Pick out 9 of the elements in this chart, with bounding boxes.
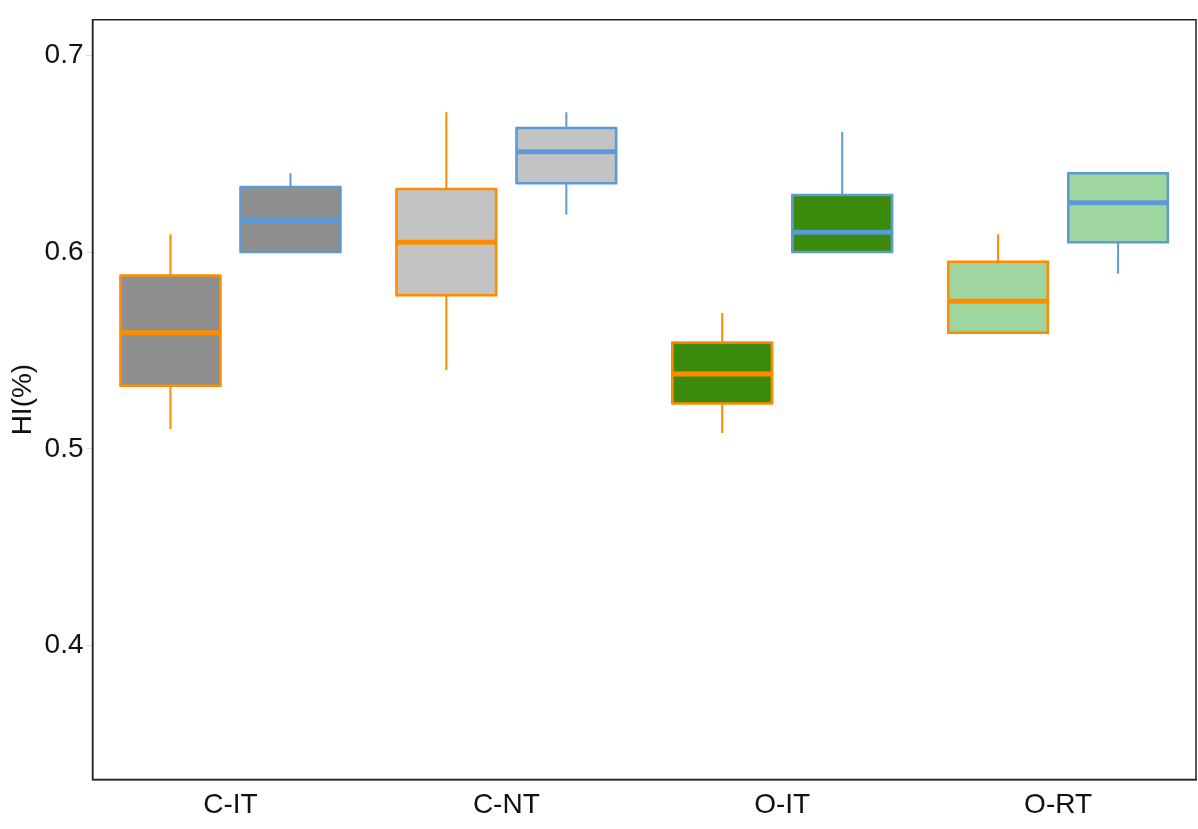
x-tick-label: C-IT	[203, 787, 258, 819]
y-tick-label: 0.7	[44, 37, 84, 69]
x-tick-label: O-RT	[1024, 787, 1093, 819]
x-tick-label: O-IT	[754, 787, 811, 819]
y-axis-title: HI(%)	[5, 363, 37, 436]
y-tick-label: 0.5	[44, 431, 84, 463]
y-tick-label: 0.4	[44, 628, 84, 660]
y-tick-label: 0.6	[44, 234, 84, 266]
x-tick-label: C-NT	[472, 787, 540, 819]
